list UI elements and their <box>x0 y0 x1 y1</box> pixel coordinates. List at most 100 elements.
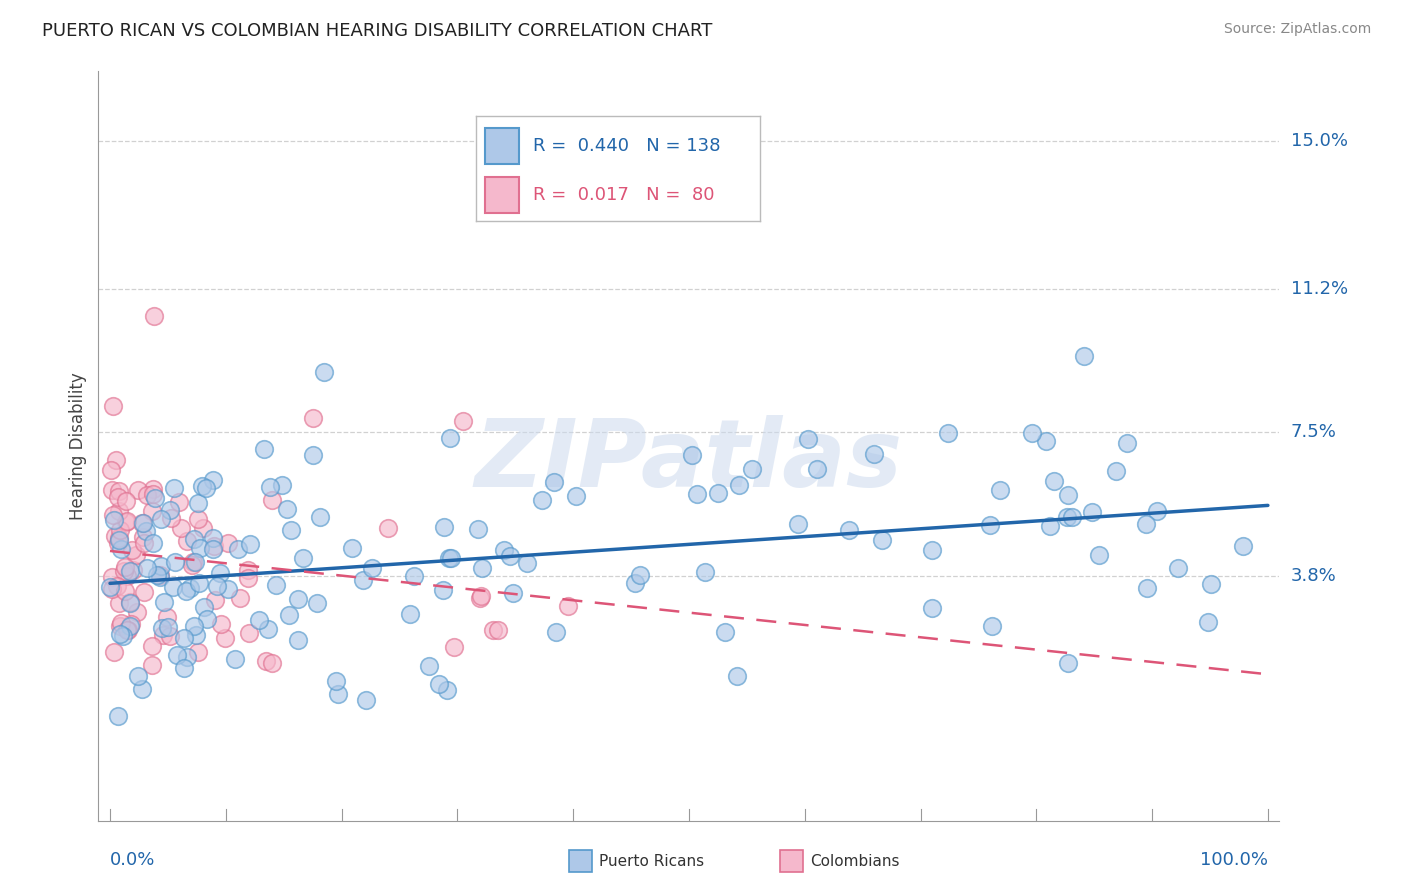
Point <box>103 513 125 527</box>
Point <box>132 516 155 531</box>
Point <box>195 482 218 496</box>
Point <box>432 582 454 597</box>
Point <box>104 529 127 543</box>
Point <box>287 592 309 607</box>
Point <box>436 682 458 697</box>
Point <box>157 620 180 634</box>
Point <box>167 495 190 509</box>
Point <box>870 533 893 547</box>
Point <box>186 628 208 642</box>
Point <box>202 541 225 556</box>
Point <box>238 625 260 640</box>
Point <box>1167 561 1189 575</box>
Point <box>1057 488 1080 502</box>
Point <box>108 484 131 499</box>
Point <box>302 448 325 462</box>
Point <box>302 411 325 425</box>
Point <box>340 541 363 555</box>
Point <box>114 583 136 598</box>
Point <box>741 462 763 476</box>
Point <box>163 481 186 495</box>
Point <box>105 579 128 593</box>
Point <box>188 541 211 556</box>
Point <box>149 569 172 583</box>
Point <box>728 477 751 491</box>
Point <box>141 658 163 673</box>
Point <box>1081 504 1104 518</box>
Point <box>1116 436 1139 450</box>
Point <box>921 601 943 615</box>
Point <box>239 537 262 551</box>
Point <box>108 533 131 548</box>
Point <box>183 619 205 633</box>
Point <box>195 612 218 626</box>
Point <box>101 508 124 523</box>
Point <box>141 639 163 653</box>
Text: Puerto Ricans: Puerto Ricans <box>599 855 704 869</box>
Point <box>1035 434 1057 448</box>
Point <box>361 561 384 575</box>
Point <box>439 551 461 566</box>
Point <box>287 633 309 648</box>
Point <box>187 496 209 510</box>
Point <box>159 629 181 643</box>
Point <box>439 551 461 566</box>
Point <box>543 475 565 489</box>
Point <box>921 542 943 557</box>
Point <box>1135 516 1157 531</box>
Point <box>100 483 122 497</box>
Point <box>101 582 124 596</box>
Point <box>110 615 132 630</box>
Point <box>312 365 335 379</box>
Point <box>433 520 456 534</box>
Point <box>170 521 193 535</box>
Text: 3.8%: 3.8% <box>1291 567 1336 585</box>
Point <box>628 567 651 582</box>
Point <box>725 669 748 683</box>
Point <box>142 309 165 323</box>
Point <box>806 461 828 475</box>
Point <box>1060 510 1083 524</box>
Point <box>108 619 131 633</box>
Point <box>159 503 181 517</box>
Point <box>115 515 138 529</box>
Point <box>209 566 232 580</box>
Point <box>202 539 225 553</box>
Text: ZIPatlas: ZIPatlas <box>475 415 903 507</box>
Point <box>117 623 139 637</box>
Point <box>471 561 494 575</box>
Point <box>443 640 465 654</box>
Point <box>229 591 252 605</box>
Point <box>131 516 153 531</box>
Point <box>224 652 246 666</box>
Point <box>531 492 554 507</box>
Point <box>564 490 586 504</box>
Point <box>107 708 129 723</box>
Point <box>305 596 328 610</box>
Point <box>201 473 224 487</box>
Point <box>470 589 492 603</box>
Point <box>936 426 959 441</box>
Point <box>494 543 516 558</box>
Point <box>270 478 292 492</box>
Point <box>191 478 214 492</box>
Point <box>863 447 886 461</box>
Point <box>100 463 122 477</box>
Point <box>707 486 730 500</box>
Point <box>499 549 522 563</box>
Point <box>253 442 276 456</box>
Point <box>163 556 186 570</box>
Point <box>1039 518 1062 533</box>
Point <box>354 693 377 707</box>
Point <box>112 564 135 578</box>
Point <box>156 610 179 624</box>
Point <box>150 621 173 635</box>
Point <box>247 613 270 627</box>
Point <box>110 626 132 640</box>
Point <box>1105 464 1128 478</box>
Point <box>486 624 509 638</box>
Point <box>1021 426 1043 441</box>
Point <box>209 616 232 631</box>
Point <box>135 524 157 539</box>
Point <box>180 558 202 572</box>
